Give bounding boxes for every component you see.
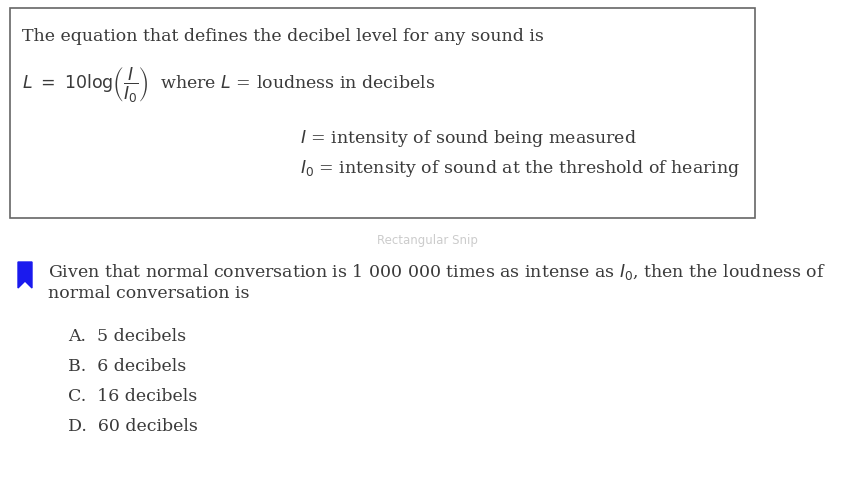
Text: The equation that defines the decibel level for any sound is: The equation that defines the decibel le…	[22, 28, 544, 45]
FancyBboxPatch shape	[10, 8, 755, 218]
Text: C.  16 decibels: C. 16 decibels	[68, 388, 198, 405]
Text: normal conversation is: normal conversation is	[48, 285, 250, 302]
Text: Rectangular Snip: Rectangular Snip	[376, 234, 477, 247]
Text: Given that normal conversation is 1 000 000 times as intense as $I_0$, then the : Given that normal conversation is 1 000 …	[48, 262, 826, 282]
Text: B.  6 decibels: B. 6 decibels	[68, 358, 186, 375]
Polygon shape	[18, 262, 32, 288]
Text: $L\ =\ 10\log\!\left(\dfrac{I}{I_0}\right)$  where $L$ = loudness in decibels: $L\ =\ 10\log\!\left(\dfrac{I}{I_0}\righ…	[22, 65, 435, 104]
Text: $I_0$ = intensity of sound at the threshold of hearing: $I_0$ = intensity of sound at the thresh…	[300, 158, 740, 179]
Text: D.  60 decibels: D. 60 decibels	[68, 418, 198, 435]
Text: $I$ = intensity of sound being measured: $I$ = intensity of sound being measured	[300, 128, 637, 149]
Text: A.  5 decibels: A. 5 decibels	[68, 328, 186, 345]
